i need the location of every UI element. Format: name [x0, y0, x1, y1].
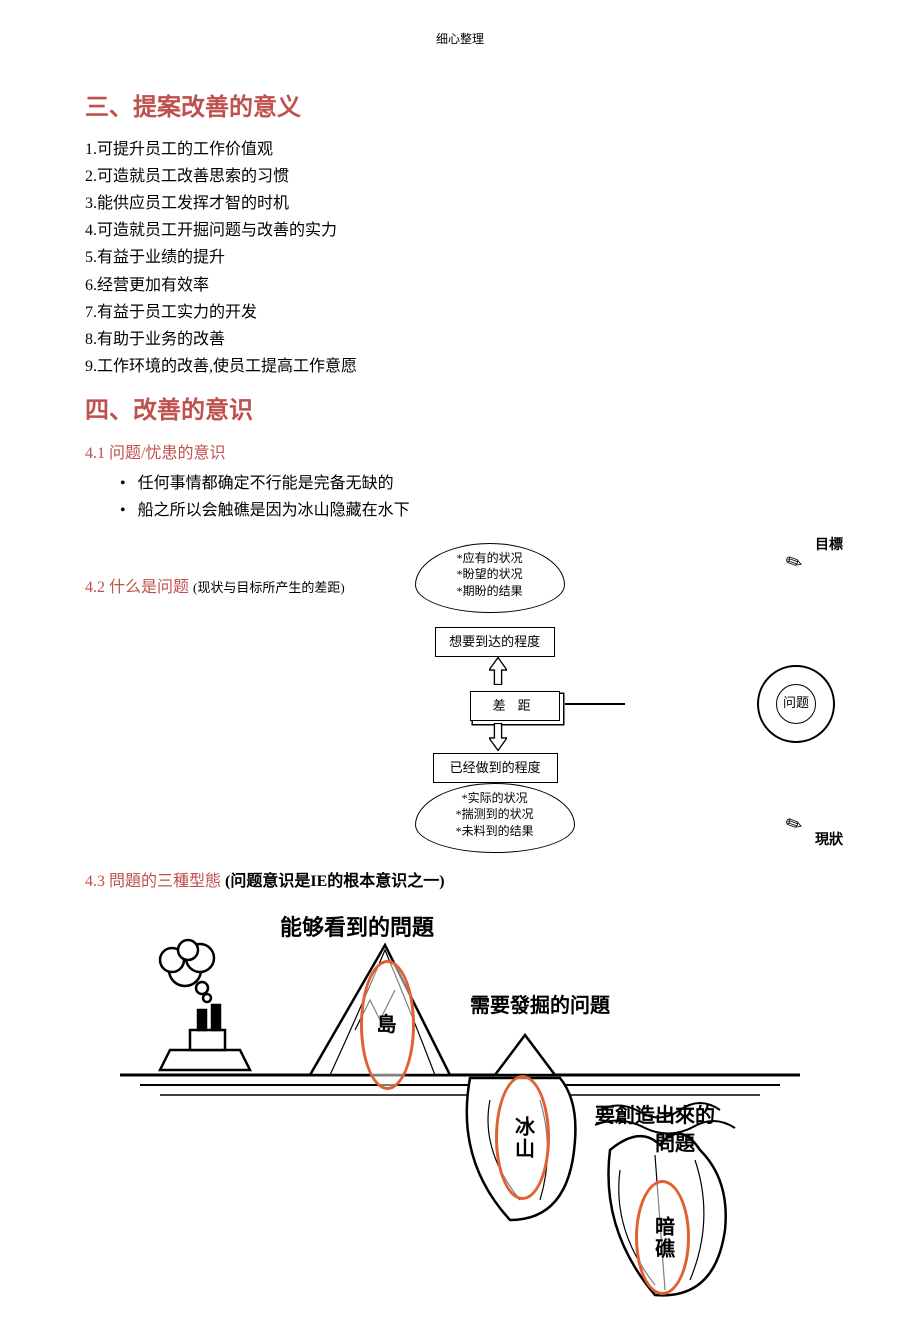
box-gap: 差距 [470, 691, 560, 722]
section-4-heading: 四、改善的意识 [85, 392, 835, 430]
label-dig-problem: 需要發掘的问題 [470, 990, 610, 1022]
list-item: 8.有助于业务的改善 [85, 326, 835, 353]
subheading-4-3-red: 4.3 問題的三種型態 [85, 873, 221, 890]
pencil-icon: ✎ [780, 545, 809, 581]
subheading-4-1: 4.1 问题/忧患的意识 [85, 441, 835, 467]
list-item: 9.工作环境的改善,使员工提高工作意愿 [85, 353, 835, 380]
box-already-done: 已经做到的程度 [433, 753, 558, 784]
list-item: 1.可提升员工的工作价值观 [85, 136, 835, 163]
subheading-4-2: 4.2 什么是问题 [85, 579, 189, 596]
list-item: 7.有益于员工实力的开发 [85, 299, 835, 326]
cloud-line: *揣测到的状况 [426, 806, 564, 823]
list-item: 4.可造就员工开掘问题与改善的实力 [85, 217, 835, 244]
pencil-icon: ✎ [780, 807, 809, 843]
cloud-line: *未料到的结果 [426, 823, 564, 840]
list-item: 任何事情都确定不行能是完备无缺的 [120, 470, 835, 497]
cloud-line: *期盼的结果 [426, 583, 554, 600]
connector-line [565, 703, 625, 705]
oval-iceberg: 冰山 [495, 1075, 550, 1200]
cloud-line: *盼望的状况 [426, 566, 554, 583]
cloud-line: *应有的状况 [426, 550, 554, 567]
subheading-4-3: 4.3 問題的三種型態 (问题意识是IE的根本意识之一) [85, 869, 835, 895]
list-item: 3.能供应员工发挥才智的时机 [85, 190, 835, 217]
section-3-heading: 三、提案改善的意义 [85, 89, 835, 127]
problem-ring-label: 问题 [776, 684, 816, 724]
label-create-problem-2: 問題 [655, 1128, 695, 1160]
list-item: 船之所以会触礁是因为冰山隐藏在水下 [120, 497, 835, 524]
list-item: 5.有益于业绩的提升 [85, 244, 835, 271]
label-visible-problem: 能够看到的問題 [280, 910, 434, 945]
current-label: 現狀 [815, 830, 843, 852]
cloud-actual: *实际的状况 *揣测到的状况 *未料到的结果 [415, 783, 575, 853]
list-item: 2.可造就员工改善思索的习惯 [85, 163, 835, 190]
subheading-4-3-bold: (问题意识是IE的根本意识之一) [225, 873, 445, 890]
subheading-4-2-note: (现状与目标所产生的差距) [193, 580, 345, 595]
diagram-problem-gap: ✎ 目標 *应有的状况 *盼望的状况 *期盼的结果 想要到达的程度 差距 已经做… [355, 535, 835, 865]
cloud-line: *实际的状况 [426, 790, 564, 807]
oval-island: 島 [360, 960, 415, 1090]
problem-ring: 问题 [757, 665, 835, 743]
list-item: 6.经营更加有效率 [85, 272, 835, 299]
cloud-expected: *应有的状况 *盼望的状况 *期盼的结果 [415, 543, 565, 613]
diagram-three-problem-types: 能够看到的問題 需要發掘的问題 要創造出來的 問題 島 冰山 暗礁 [100, 900, 820, 1300]
page-header-label: 细心整理 [85, 30, 835, 49]
section-3-list: 1.可提升员工的工作价值观 2.可造就员工改善思索的习惯 3.能供应员工发挥才智… [85, 136, 835, 381]
box-want-reach: 想要到达的程度 [435, 627, 555, 658]
arrow-down-icon [489, 723, 507, 751]
sub41-bullets: 任何事情都确定不行能是完备无缺的 船之所以会触礁是因为冰山隐藏在水下 [120, 470, 835, 524]
goal-label: 目標 [815, 535, 843, 557]
arrow-up-icon [489, 657, 507, 685]
oval-reef: 暗礁 [635, 1180, 690, 1295]
